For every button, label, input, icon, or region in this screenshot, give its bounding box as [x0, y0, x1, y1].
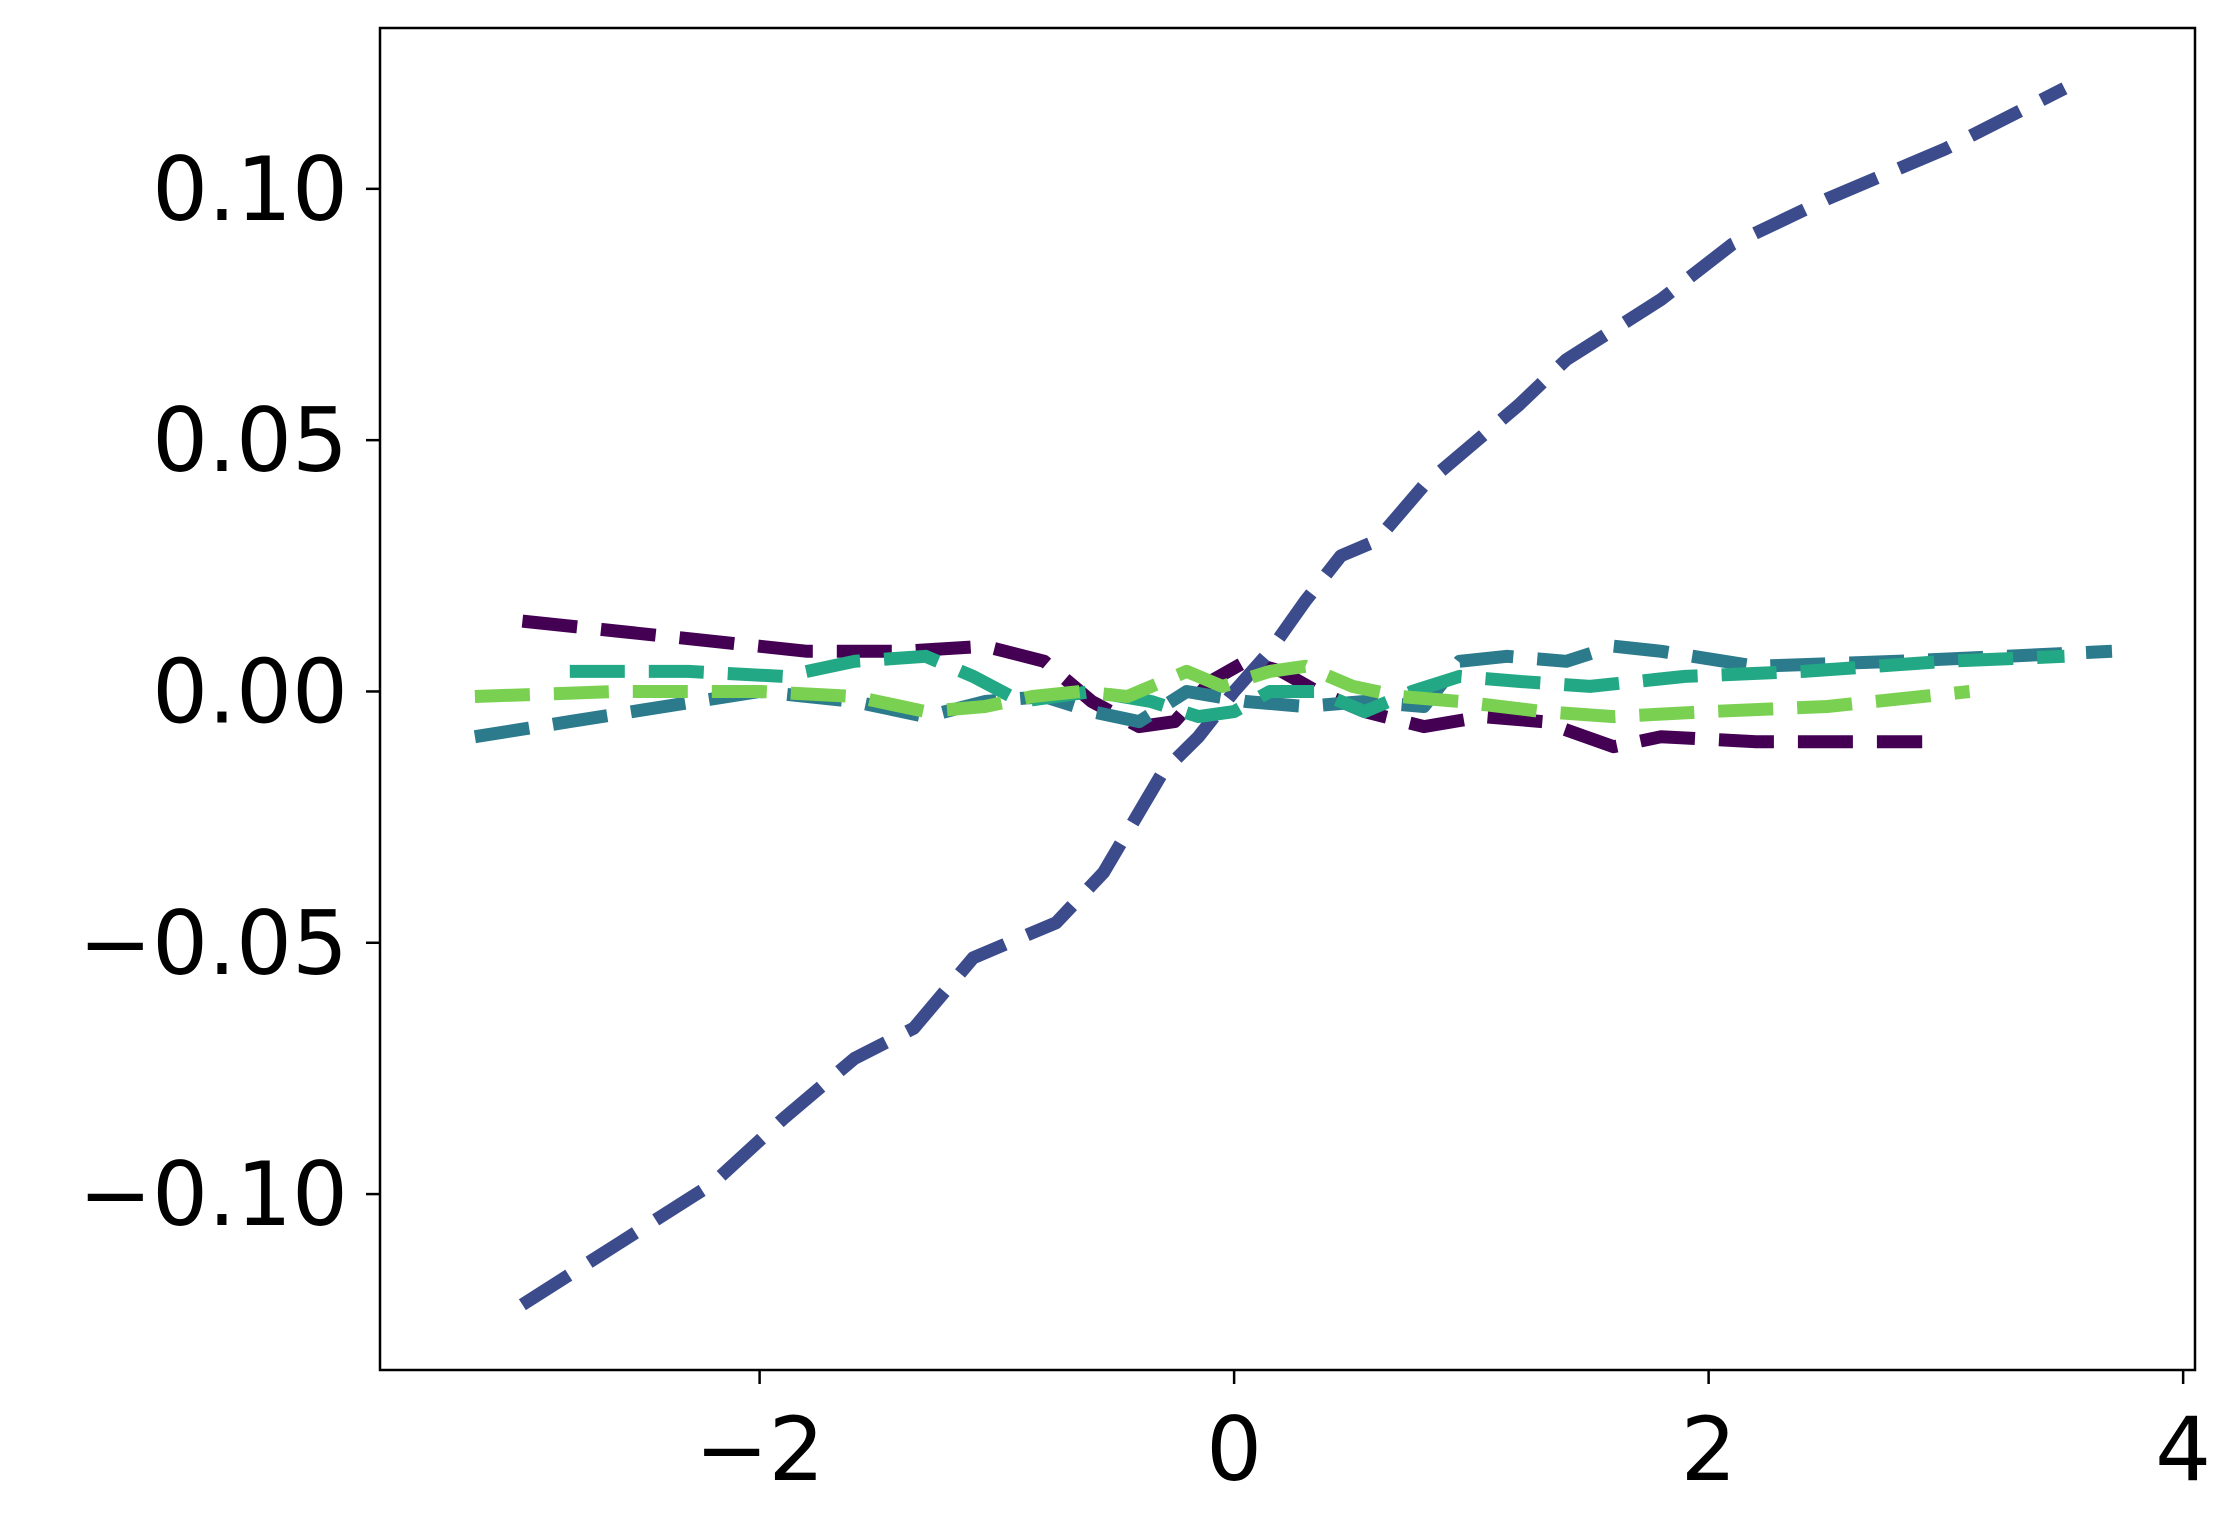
series-line-1: [521, 614, 1923, 754]
x-tick-label-0: −2: [695, 1398, 825, 1501]
series-layer: [473, 82, 2113, 1311]
plot-area-frame: [378, 26, 2197, 1372]
y-tick-label-4: −0.10: [78, 1143, 348, 1246]
y-tick-label-2: 0.00: [152, 640, 348, 743]
x-tick-label-3: 4: [2155, 1398, 2211, 1501]
y-tick-label-1: 0.05: [152, 389, 348, 492]
x-tick-label-2: 2: [1681, 1398, 1737, 1501]
x-axis-ticks: −2 0 2 4: [695, 1370, 2211, 1501]
y-tick-label-3: −0.05: [78, 892, 348, 995]
y-axis-ticks: 0.10 0.05 0.00 −0.05 −0.10: [78, 138, 380, 1246]
series-line-4: [569, 649, 2065, 724]
y-tick-label-0: 0.10: [152, 138, 348, 241]
x-tick-label-1: 0: [1206, 1398, 1262, 1501]
series-line-5: [474, 659, 1971, 724]
